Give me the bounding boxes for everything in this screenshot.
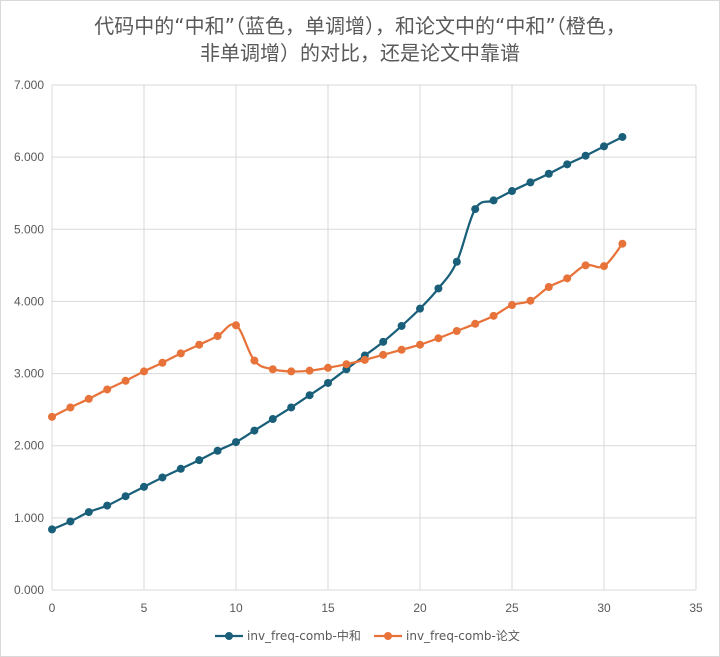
x-tick-label: 15 [321,601,335,615]
data-point [305,366,314,375]
data-point [434,334,443,343]
data-point [416,304,424,313]
data-point [140,482,148,491]
data-point [213,446,222,455]
legend-marker [384,632,392,640]
y-tick-label: 7.000 [14,78,44,92]
data-point [140,367,148,376]
data-point [158,473,167,482]
data-point [397,321,406,330]
x-tick-label: 25 [505,601,519,615]
y-tick-label: 4.000 [14,294,44,308]
data-point [471,319,480,328]
data-point [48,525,56,534]
data-point [508,187,516,196]
data-point [176,349,185,358]
data-point [489,311,498,320]
x-tick-label: 20 [413,601,427,615]
chart-title-line-2: 非单调增）的对比，还是论文中靠谱 [200,41,520,65]
data-point [324,378,332,387]
data-point [232,321,240,330]
data-point [195,456,204,465]
data-point [379,337,388,346]
x-tick-label: 5 [141,601,148,615]
data-point [250,356,259,365]
data-point [268,365,277,374]
data-point [66,403,75,412]
axis-tick-labels: 0.000 1.000 2.000 3.000 4.000 5.000 6.000 7.000… [14,78,703,615]
data-point [84,508,93,517]
series-line [51,135,623,531]
y-tick-label: 3.000 [14,367,44,381]
data-point [176,464,185,473]
data-point [84,394,93,403]
x-tick-label: 35 [689,601,703,615]
series-line [51,242,624,418]
data-point [48,412,56,421]
y-tick-label: 6.000 [14,150,44,164]
data-point [103,385,112,394]
data-point [213,332,222,341]
data-point [544,169,553,178]
legend: inv_freq-comb-中和 inv_freq-comb-论文 [215,628,520,643]
data-point [618,239,627,248]
data-point [121,376,130,385]
y-tick-label: 5.000 [14,222,44,236]
data-point [158,358,167,367]
data-point [195,340,204,349]
data-point [360,355,369,364]
data-point [121,492,130,501]
data-point [287,403,296,412]
data-point [232,438,240,447]
data-point [103,501,112,510]
data-point [544,283,553,291]
data-point [452,257,461,266]
data-point [508,301,516,310]
data-point [489,196,498,205]
y-tick-label: 1.000 [14,511,44,525]
data-point [618,132,627,141]
gridlines [51,84,697,591]
y-tick-label: 2.000 [14,439,44,453]
legend-label: inv_freq-comb-中和 [247,628,361,643]
series-1 [48,239,627,421]
data-point [66,517,75,526]
data-point [397,345,406,354]
series-0 [48,132,627,534]
data-point [324,363,332,372]
data-point [526,296,535,305]
legend-marker [225,632,233,640]
legend-item: inv_freq-comb-中和 [215,628,361,643]
data-point [268,415,277,424]
data-point [434,284,443,293]
data-point [379,350,388,359]
legend-label: inv_freq-comb-论文 [406,628,520,643]
data-point [600,142,608,151]
data-point [581,151,590,160]
data-point [600,262,608,271]
data-point [416,340,424,349]
data-point [471,205,480,214]
data-point [526,178,535,187]
data-point [342,360,351,369]
data-point [563,160,572,169]
data-point [581,261,590,270]
legend-item: inv_freq-comb-论文 [374,628,520,643]
data-point [305,391,314,400]
data-point [452,327,461,336]
data-point [287,367,296,376]
x-tick-label: 30 [597,601,611,615]
x-tick-label: 0 [49,601,56,615]
data-point [250,426,259,435]
data-point [563,274,572,283]
y-tick-label: 0.000 [14,583,44,597]
chart-title-line-1: 代码中的“中和”（蓝色，单调增），和论文中的“中和”（橙色， [94,14,625,38]
series-lines [48,132,627,534]
x-tick-label: 10 [229,601,243,615]
